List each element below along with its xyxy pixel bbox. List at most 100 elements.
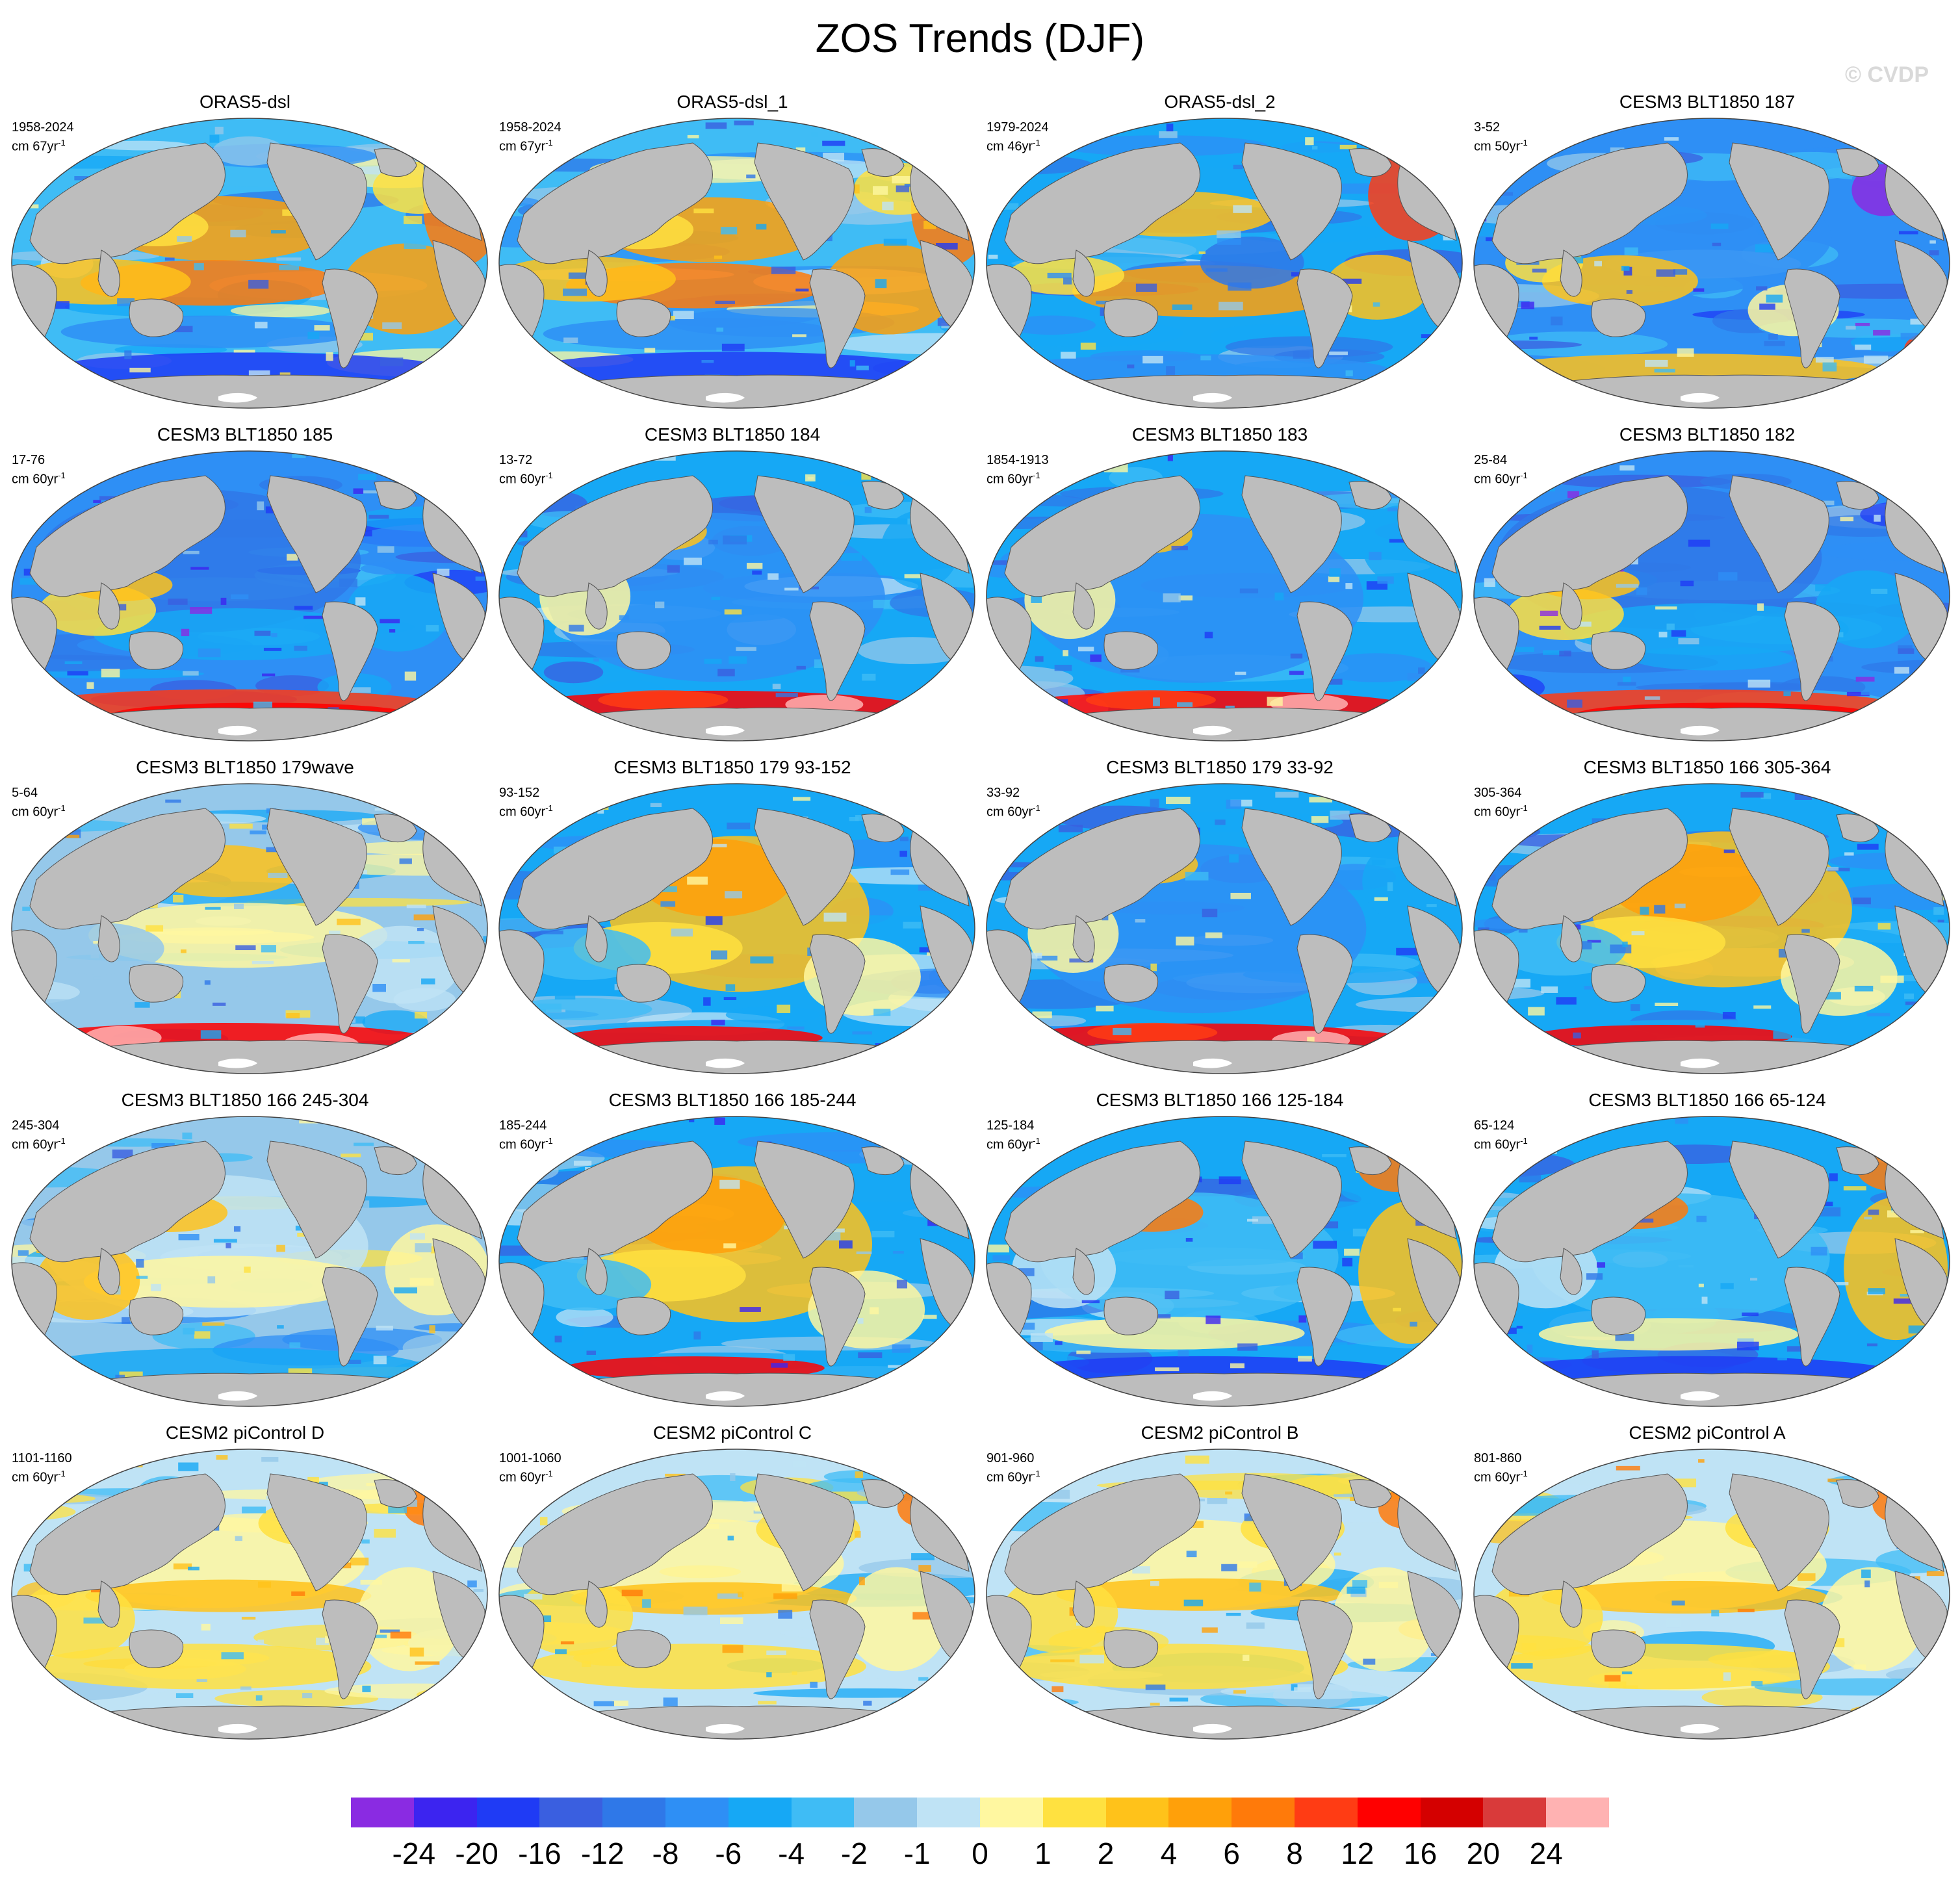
- map-panel: CESM2 piControl C 1001-1060 cm 60yr-1: [489, 1422, 976, 1740]
- colorbar-tick-label: 0: [972, 1837, 988, 1870]
- trend-speckle: [1644, 696, 1660, 700]
- trend-speckle: [1623, 677, 1631, 684]
- trend-speckle: [173, 895, 184, 903]
- trend-speckle: [1936, 895, 1950, 901]
- units-text: cm 60yr-1: [499, 803, 553, 819]
- trend-speckle: [1521, 1643, 1536, 1650]
- units-text: cm 60yr-1: [1474, 470, 1528, 487]
- trend-speckle: [871, 1230, 895, 1238]
- panel-title: CESM3 BLT1850 166 245-304: [121, 1090, 369, 1110]
- continent-landmass: [585, 250, 608, 297]
- panel-period-label: 1101-1160 cm 60yr-1: [12, 1450, 72, 1486]
- map-border: [1473, 1116, 1950, 1407]
- trend-speckle: [1150, 1703, 1160, 1706]
- trend-speckle: [1900, 333, 1919, 340]
- trend-streak: [213, 136, 285, 166]
- trend-speckle: [1519, 1175, 1541, 1183]
- continent-landmass: [322, 268, 378, 368]
- trend-speckle: [235, 1536, 242, 1541]
- trend-map: [1473, 1449, 1950, 1740]
- trend-speckle: [1359, 1730, 1373, 1736]
- trend-speckle: [684, 558, 702, 565]
- trend-speckle: [1202, 909, 1218, 918]
- trend-speckle: [1178, 595, 1193, 600]
- trend-speckle: [255, 1695, 263, 1701]
- continent-landmass: [374, 814, 417, 843]
- map-panel: CESM3 BLT1850 185 17-76 cm 60yr-1: [1, 424, 489, 742]
- trend-speckle: [1747, 679, 1771, 688]
- map-border: [986, 1116, 1463, 1407]
- trend-speckle: [904, 574, 926, 578]
- trend-speckle: [1822, 362, 1837, 372]
- trend-speckle: [377, 546, 394, 553]
- trend-speckle: [1910, 318, 1931, 325]
- trend-speckle: [66, 1406, 82, 1408]
- trend-speckle: [1047, 272, 1072, 279]
- trend-region: [33, 1644, 372, 1690]
- trend-speckle: [242, 1506, 266, 1514]
- continent-landmass: [322, 1267, 378, 1367]
- trend-speckle: [214, 126, 224, 135]
- trend-speckle: [1419, 402, 1438, 407]
- trend-map: [1473, 118, 1950, 409]
- trend-speckle: [146, 738, 158, 741]
- trend-speckle: [986, 488, 997, 495]
- trend-speckle: [663, 1697, 678, 1707]
- trend-speckle: [719, 1617, 743, 1625]
- trend-streak: [1475, 674, 1545, 701]
- colorbar-swatch: [854, 1798, 918, 1827]
- units-text: cm 60yr-1: [12, 1469, 66, 1485]
- trend-speckle: [1678, 1265, 1694, 1268]
- trend-region: [60, 315, 360, 348]
- trend-speckle: [1065, 1736, 1076, 1739]
- trend-speckle: [1532, 483, 1555, 492]
- continent-landmass: [374, 1146, 417, 1176]
- trend-speckle: [307, 331, 320, 339]
- ice-shelf: [706, 1058, 745, 1068]
- trend-speckle: [792, 334, 806, 337]
- trend-speckle: [205, 907, 221, 910]
- trend-speckle: [1023, 1341, 1043, 1350]
- trend-speckle: [1720, 1283, 1734, 1289]
- trend-speckle: [262, 673, 276, 677]
- trend-speckle: [1930, 1482, 1946, 1488]
- trend-speckle: [1922, 1716, 1943, 1723]
- trend-speckle: [563, 337, 578, 343]
- continent-landmass: [1241, 475, 1342, 593]
- trend-speckle: [18, 982, 29, 989]
- units-text: cm 60yr-1: [499, 470, 553, 487]
- panel-title: ORAS5-dsl_1: [677, 92, 788, 112]
- trend-speckle: [1155, 1367, 1180, 1372]
- trend-speckle: [792, 797, 811, 801]
- trend-speckle: [1454, 1120, 1460, 1124]
- trend-speckle: [182, 1132, 192, 1140]
- continent-landmass: [1348, 481, 1392, 510]
- figure-title: ZOS Trends (DJF): [815, 16, 1145, 61]
- trend-speckle: [441, 1168, 448, 1175]
- trend-speckle: [112, 1149, 133, 1159]
- panel-title: CESM3 BLT1850 184: [644, 424, 821, 445]
- trend-map: [986, 783, 1463, 1074]
- map-border: [986, 118, 1463, 409]
- continent-landmass: [809, 1599, 866, 1699]
- trend-speckle: [99, 496, 118, 500]
- trend-speckle: [1150, 963, 1157, 972]
- trend-speckle: [45, 1738, 52, 1739]
- trend-speckle: [1587, 940, 1601, 943]
- map-border: [498, 783, 975, 1074]
- period-text: 1101-1160: [12, 1451, 72, 1465]
- trend-map: [11, 783, 488, 1074]
- trend-speckle: [660, 901, 676, 907]
- trend-speckle: [1215, 819, 1226, 825]
- trend-speckle: [1307, 1037, 1315, 1046]
- trend-speckle: [1495, 1693, 1506, 1701]
- trend-speckle: [1917, 1692, 1924, 1696]
- trend-speckle: [1815, 584, 1831, 591]
- trend-speckle: [254, 630, 271, 636]
- trend-speckle: [1688, 539, 1710, 547]
- continent-landmass: [809, 1267, 866, 1367]
- trend-speckle: [1096, 1625, 1105, 1633]
- trend-speckle: [438, 1402, 458, 1406]
- trend-speckle: [581, 460, 606, 467]
- trend-speckle: [213, 1239, 237, 1243]
